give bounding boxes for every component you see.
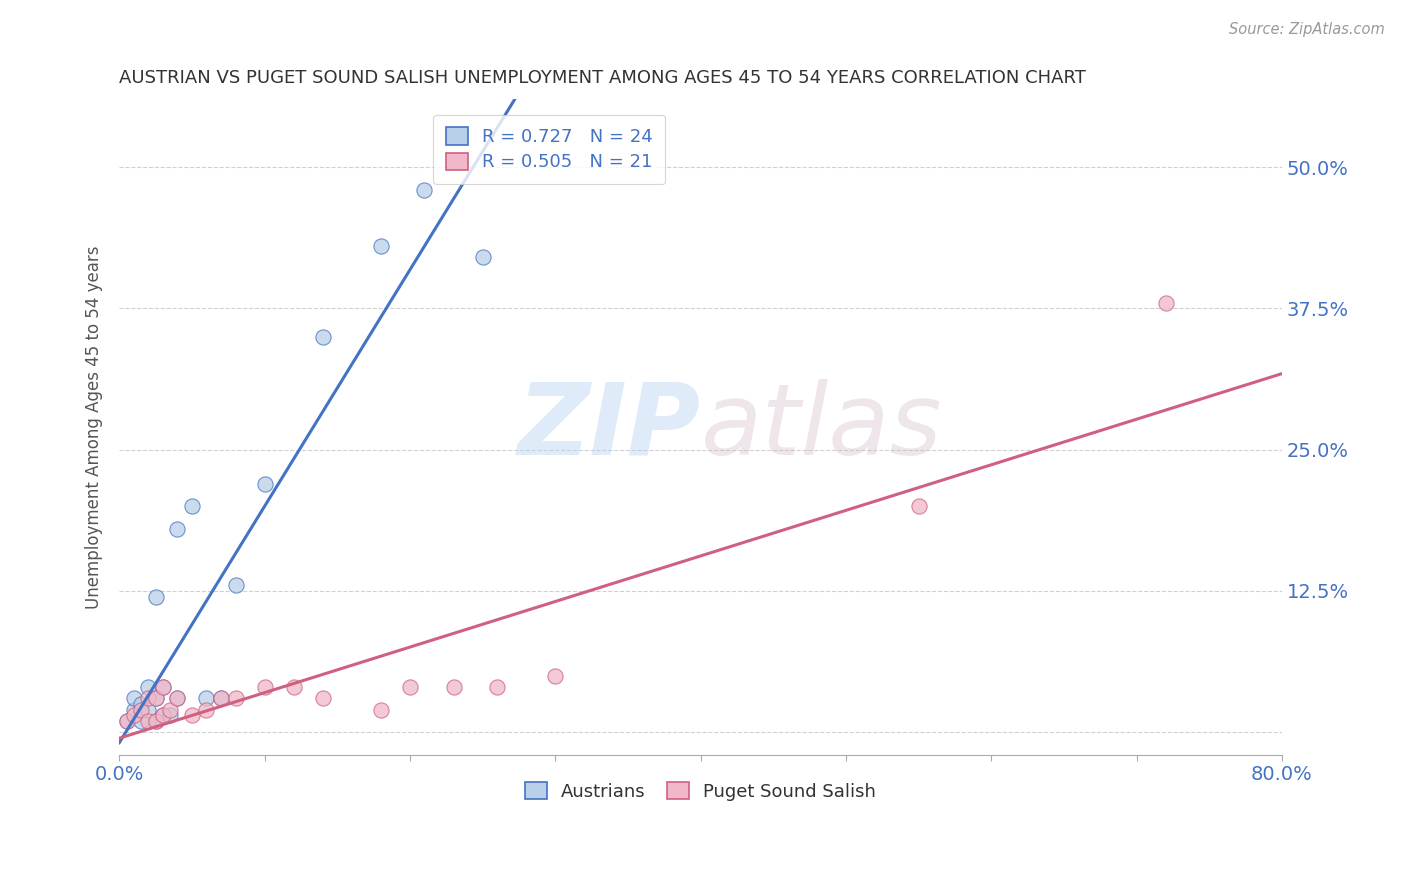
Point — [544, 669, 567, 683]
Point — [115, 714, 138, 728]
Point — [122, 703, 145, 717]
Point — [138, 691, 160, 706]
Point — [253, 680, 276, 694]
Point — [129, 714, 152, 728]
Point — [159, 703, 181, 717]
Point — [152, 680, 174, 694]
Text: AUSTRIAN VS PUGET SOUND SALISH UNEMPLOYMENT AMONG AGES 45 TO 54 YEARS CORRELATIO: AUSTRIAN VS PUGET SOUND SALISH UNEMPLOYM… — [120, 69, 1087, 87]
Point — [486, 680, 509, 694]
Point — [195, 703, 218, 717]
Point — [145, 714, 167, 728]
Point — [312, 329, 335, 343]
Point — [138, 714, 160, 728]
Point — [138, 680, 160, 694]
Point — [145, 590, 167, 604]
Point — [399, 680, 422, 694]
Point — [312, 691, 335, 706]
Point — [145, 691, 167, 706]
Point — [138, 703, 160, 717]
Point — [115, 714, 138, 728]
Point — [181, 708, 204, 723]
Point — [370, 703, 392, 717]
Point — [1154, 295, 1177, 310]
Point — [122, 708, 145, 723]
Point — [283, 680, 305, 694]
Text: ZIP: ZIP — [517, 378, 700, 475]
Point — [145, 691, 167, 706]
Point — [209, 691, 232, 706]
Point — [907, 499, 929, 513]
Point — [122, 691, 145, 706]
Point — [129, 703, 152, 717]
Point — [253, 476, 276, 491]
Point — [195, 691, 218, 706]
Point — [159, 708, 181, 723]
Point — [145, 714, 167, 728]
Point — [225, 578, 247, 592]
Point — [413, 183, 436, 197]
Y-axis label: Unemployment Among Ages 45 to 54 years: Unemployment Among Ages 45 to 54 years — [86, 245, 103, 609]
Point — [471, 251, 494, 265]
Text: Source: ZipAtlas.com: Source: ZipAtlas.com — [1229, 22, 1385, 37]
Point — [370, 239, 392, 253]
Text: atlas: atlas — [700, 378, 942, 475]
Point — [152, 708, 174, 723]
Point — [443, 680, 465, 694]
Legend: Austrians, Puget Sound Salish: Austrians, Puget Sound Salish — [515, 771, 887, 812]
Point — [181, 499, 204, 513]
Point — [166, 522, 188, 536]
Point — [225, 691, 247, 706]
Point — [209, 691, 232, 706]
Point — [152, 680, 174, 694]
Point — [166, 691, 188, 706]
Point — [152, 708, 174, 723]
Point — [166, 691, 188, 706]
Point — [129, 697, 152, 711]
